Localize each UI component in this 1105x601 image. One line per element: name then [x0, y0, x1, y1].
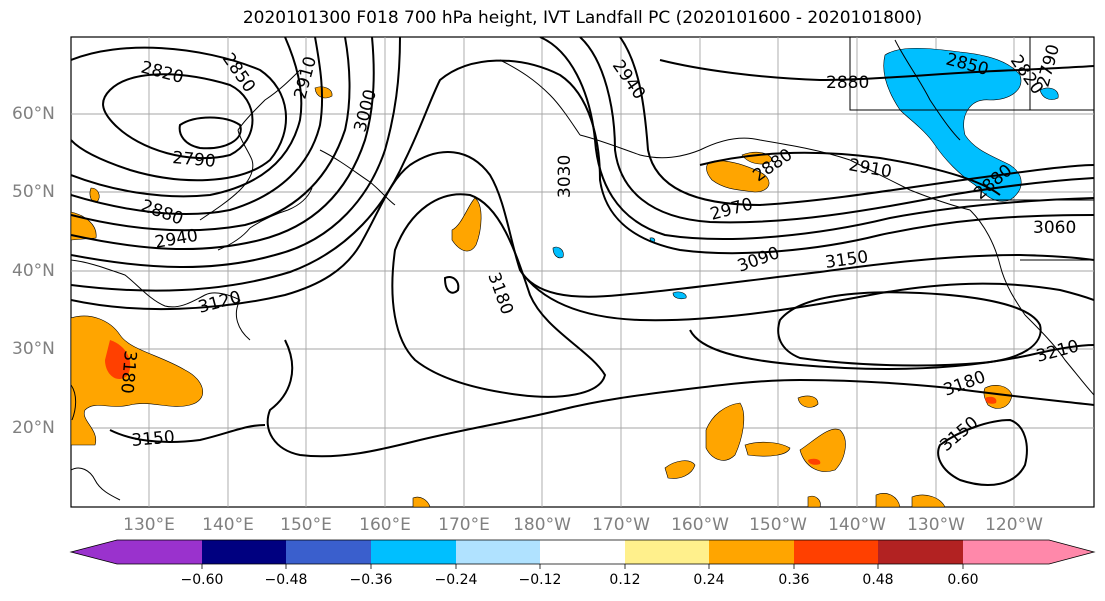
colorbar-tick-label: −0.12	[518, 572, 562, 588]
lon-label: 160°E	[359, 515, 411, 535]
colorbar-tick-label: −0.60	[180, 572, 224, 588]
lon-label: 170°W	[592, 515, 650, 535]
ivt-positive-shading	[71, 86, 1013, 507]
map-panel: 2820 2850 2910 3000 2940 2880 2850 2820 …	[70, 36, 1095, 508]
colorbar-tick-label: −0.36	[349, 572, 393, 588]
lat-label-50n: 50°N	[12, 182, 55, 202]
height-contours	[71, 37, 1094, 486]
ivt-negative-shading	[552, 48, 1059, 300]
coastlines	[71, 37, 1094, 501]
contour-label: 3180	[116, 350, 140, 395]
lat-label-60n: 60°N	[12, 104, 55, 124]
contour-label: 3060	[1033, 218, 1076, 238]
contour-label: 2880	[826, 73, 869, 93]
lon-label: 140°W	[828, 515, 886, 535]
colorbar-tick-label: 0.36	[778, 572, 810, 588]
lon-label: 180°W	[513, 515, 571, 535]
contour-label: 2790	[172, 148, 217, 172]
colorbar-tick-label: 0.12	[609, 572, 641, 588]
lon-label: 170°E	[438, 515, 490, 535]
map-title: 2020101300 F018 700 hPa height, IVT Land…	[242, 8, 923, 28]
contour-label: 3150	[131, 427, 176, 451]
lon-label: 130°W	[907, 515, 965, 535]
lon-label: 150°E	[280, 515, 332, 535]
lon-label: 140°E	[202, 515, 254, 535]
colorbar-tick-label: −0.48	[264, 572, 308, 588]
colorbar-tick-label: 0.24	[693, 572, 725, 588]
colorbar-tick-label: −0.24	[434, 572, 478, 588]
colorbar-tick-label: 0.60	[947, 572, 979, 588]
contour-label: 3030	[555, 155, 575, 198]
lat-label-30n: 30°N	[12, 339, 55, 359]
colorbar-tick-label: 0.48	[862, 572, 894, 588]
lon-label: 120°W	[985, 515, 1043, 535]
lon-label: 150°W	[749, 515, 807, 535]
lat-label-20n: 20°N	[12, 418, 55, 438]
lat-label-40n: 40°N	[12, 261, 55, 281]
lon-label: 160°W	[671, 515, 729, 535]
lon-label: 130°E	[123, 515, 175, 535]
